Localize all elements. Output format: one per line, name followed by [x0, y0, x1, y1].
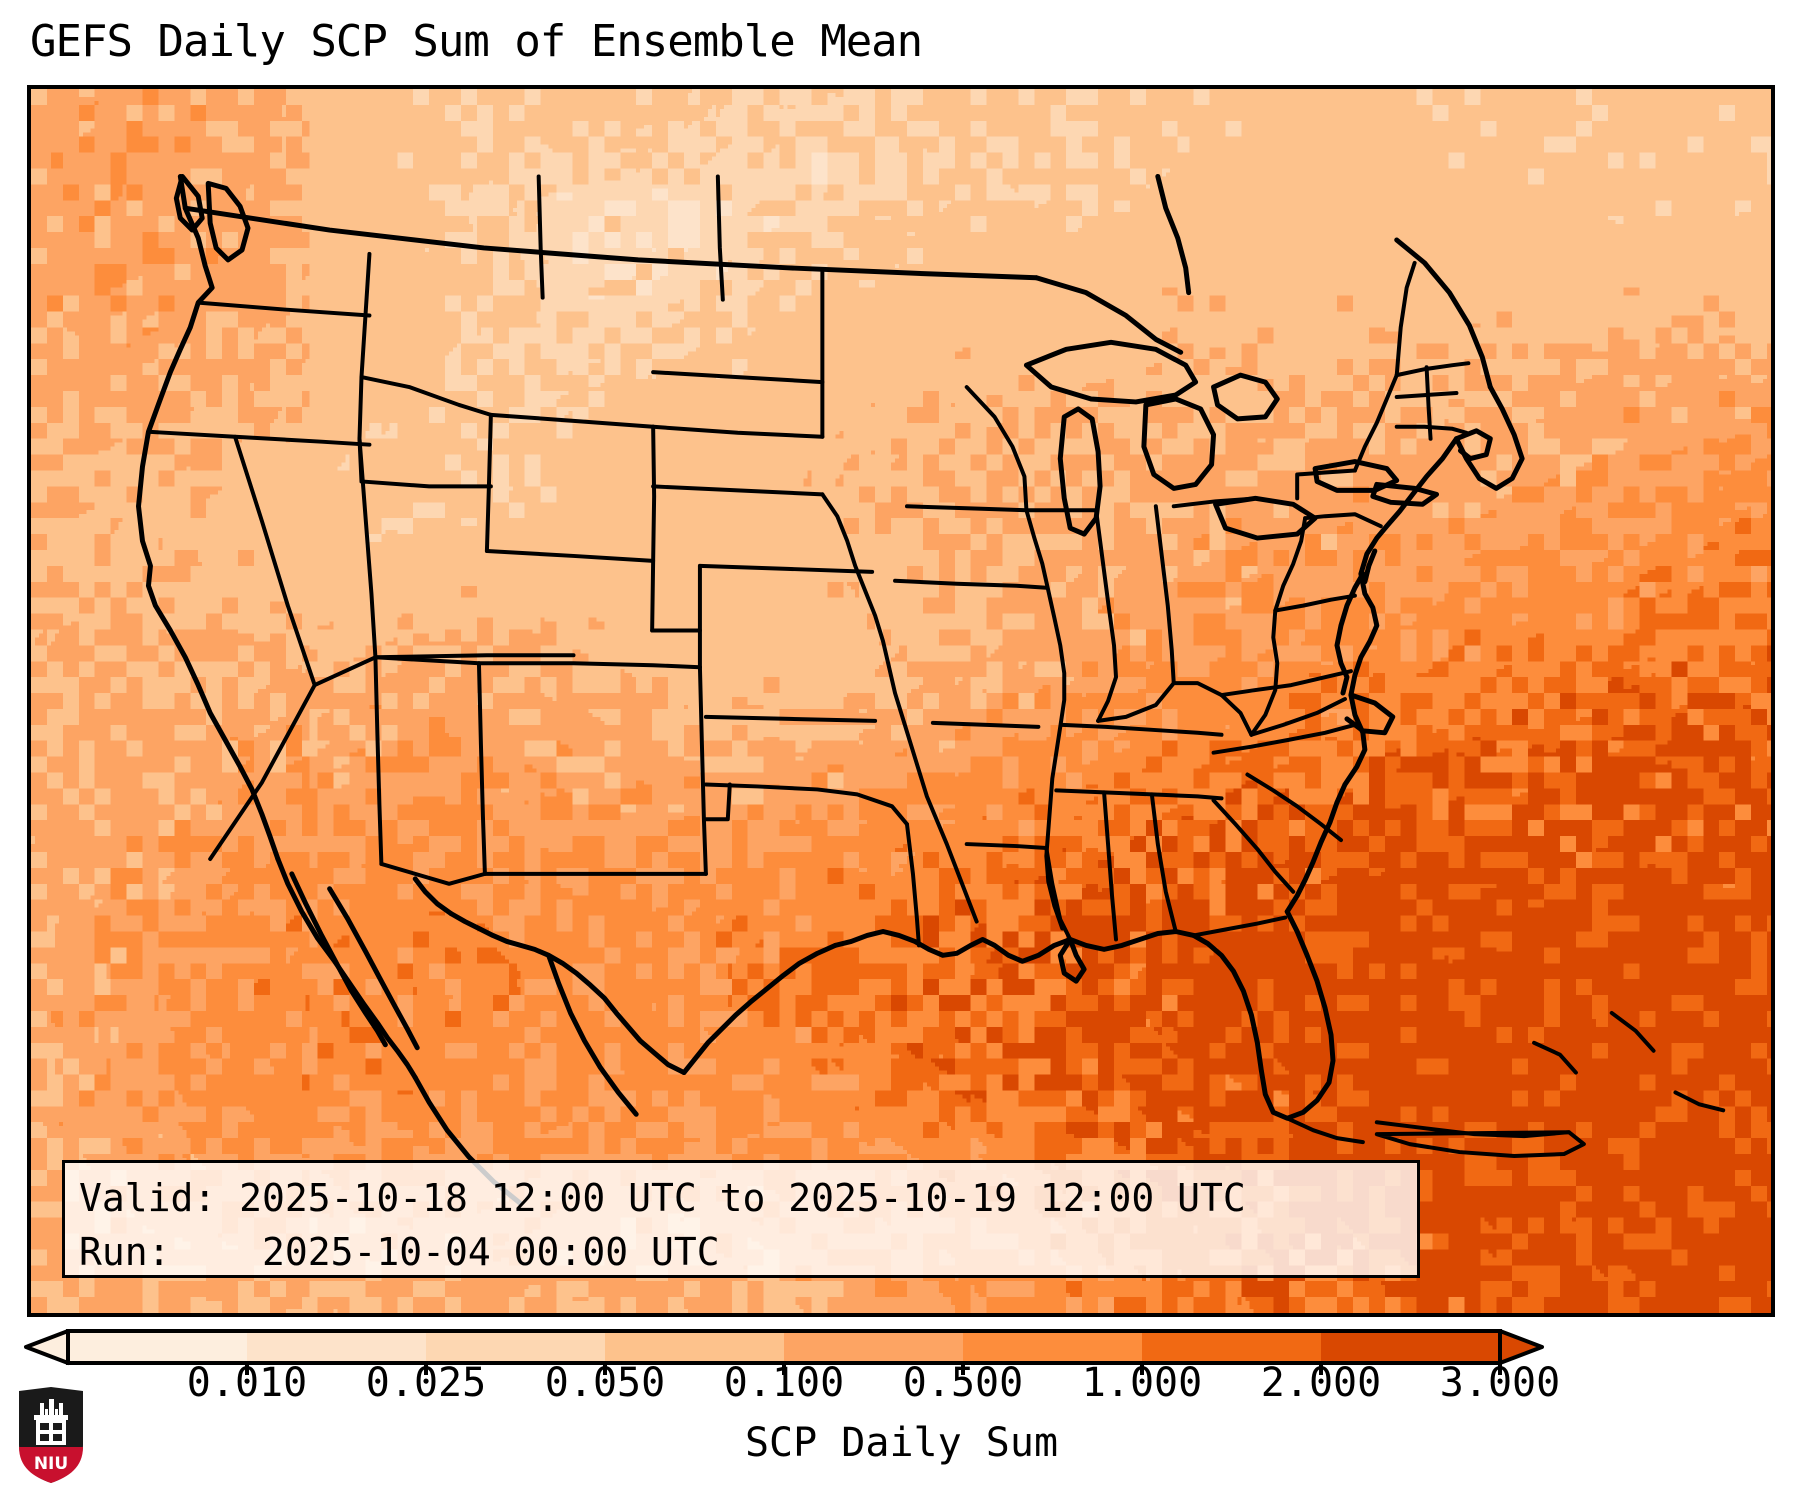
geography-overlay: [31, 89, 1771, 1313]
colorbar: [0, 1318, 1803, 1375]
run-time-text: Run: 2025-10-04 00:00 UTC: [79, 1230, 720, 1274]
annotation-box: Valid: 2025-10-18 12:00 UTC to 2025-10-1…: [62, 1160, 1420, 1278]
valid-time-text: Valid: 2025-10-18 12:00 UTC to 2025-10-1…: [79, 1176, 1246, 1220]
niu-logo: NIU: [14, 1385, 88, 1485]
map-panel: [27, 85, 1775, 1317]
colorbar-axis-label: SCP Daily Sum: [744, 1420, 1059, 1466]
svg-text:NIU: NIU: [34, 1454, 68, 1474]
page-title: GEFS Daily SCP Sum of Ensemble Mean: [30, 16, 923, 67]
scp-data-grid: [31, 89, 1771, 1313]
map-inner: [31, 89, 1771, 1313]
